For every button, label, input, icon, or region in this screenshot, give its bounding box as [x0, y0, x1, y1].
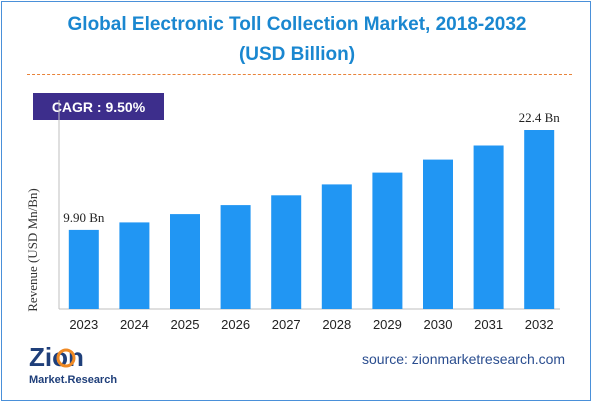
- x-tick-2025: 2025: [171, 317, 200, 332]
- logo-subword: Market.Research: [29, 374, 117, 386]
- y-axis-label: Revenue (USD Mn/Bn): [25, 188, 40, 312]
- bars-group: [68, 130, 555, 309]
- logo-globe-icon: [56, 348, 76, 368]
- bar-2023: [68, 229, 99, 309]
- x-tick-labels: 2023 2024 2025 2026 2027 2028 2029 2030 2031 2032: [69, 317, 553, 332]
- bar-2027: [271, 195, 302, 309]
- x-tick-2024: 2024: [120, 317, 149, 332]
- bar-2025: [170, 214, 200, 309]
- source-text: source: zionmarketresearch.com: [362, 351, 566, 367]
- x-tick-2028: 2028: [322, 317, 351, 332]
- x-tick-2023: 2023: [69, 317, 98, 332]
- chart-subtitle: (USD Billion): [238, 44, 356, 65]
- zion-logo-mark: Zion Market.Research: [29, 342, 117, 386]
- x-tick-2027: 2027: [272, 317, 301, 332]
- logo-word: Zion: [29, 342, 84, 372]
- x-tick-2030: 2030: [424, 317, 453, 332]
- cagr-badge: CAGR : 9.50%: [33, 93, 164, 120]
- data-labels: 9.90 Bn 22.4 Bn: [63, 110, 560, 225]
- bar-2024: [119, 222, 150, 309]
- bar-2030: [423, 159, 453, 309]
- chart-title: Global Electronic Toll Collection Market…: [67, 14, 527, 35]
- x-tick-2032: 2032: [525, 317, 554, 332]
- bar-2032: [524, 130, 555, 309]
- x-tick-2029: 2029: [373, 317, 402, 332]
- data-label-2032: 22.4 Bn: [519, 110, 561, 125]
- data-label-2023: 9.90 Bn: [63, 210, 105, 225]
- bar-2026: [220, 205, 251, 309]
- x-tick-2031: 2031: [474, 317, 503, 332]
- zion-logo: Zion Market.Research: [29, 342, 139, 395]
- bar-2029: [372, 172, 403, 309]
- bar-2031: [473, 145, 504, 309]
- x-tick-2026: 2026: [221, 317, 250, 332]
- bar-2028: [321, 184, 352, 309]
- title-divider: [27, 74, 572, 75]
